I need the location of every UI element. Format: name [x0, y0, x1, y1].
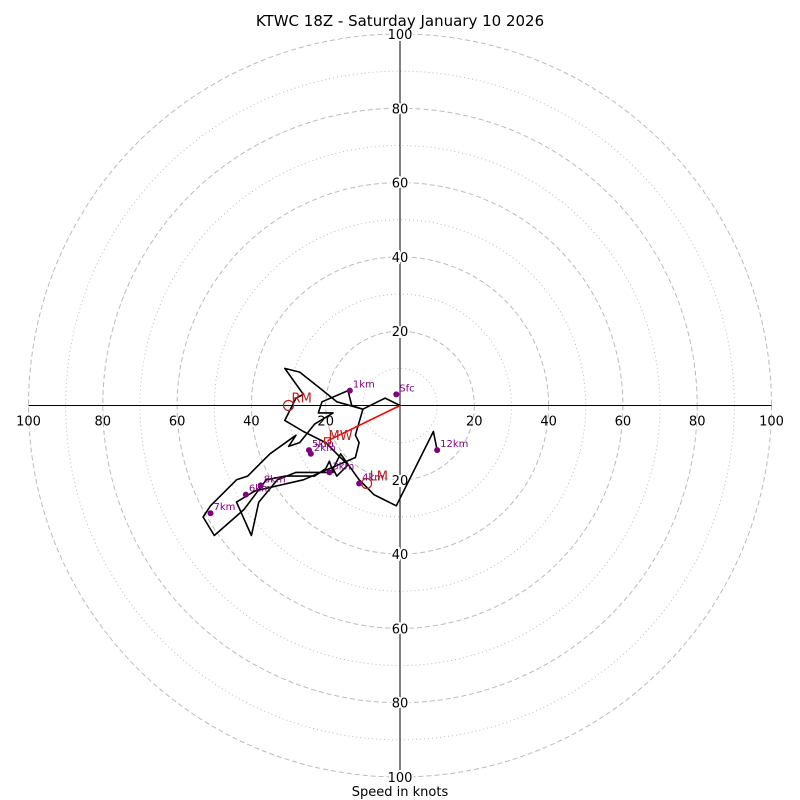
height-marker-label: Sfc — [399, 383, 414, 394]
height-marker-label: 2km — [314, 443, 336, 454]
storm-motion-lm-marker — [360, 477, 373, 490]
x-tick-label: 60 — [169, 415, 186, 430]
y-tick-label: 20 — [392, 474, 409, 489]
x-tick-label: 100 — [16, 415, 41, 430]
hodograph-trace-line — [202, 367, 438, 537]
y-tick-label: 80 — [392, 102, 409, 117]
storm-motion-lm-label: LM — [370, 470, 388, 485]
y-tick-label: 100 — [388, 771, 413, 786]
height-marker-dot — [207, 510, 214, 517]
height-marker-label: 8km — [264, 474, 286, 485]
height-marker-label: 12km — [440, 439, 468, 450]
height-marker-label: 5km — [312, 439, 334, 450]
x-tick-label: 100 — [759, 415, 784, 430]
y-tick-label: 40 — [392, 251, 409, 266]
storm-motion-rm-marker — [282, 399, 295, 412]
x-tick-label: 40 — [540, 415, 557, 430]
height-marker-label: 4km — [362, 473, 384, 484]
height-marker-label: 6km — [249, 484, 271, 495]
x-tick-label: 40 — [243, 415, 260, 430]
wind-trace — [202, 367, 438, 537]
x-tick-label: 80 — [689, 415, 706, 430]
y-tick-label: 80 — [392, 697, 409, 712]
height-marker-dot — [257, 482, 264, 489]
chart-title: KTWC 18Z - Saturday January 10 2026 — [256, 12, 544, 30]
height-marker-dot — [434, 447, 441, 454]
x-tick-label: 80 — [95, 415, 112, 430]
x-tick-label: 20 — [317, 415, 334, 430]
y-tick-label: 60 — [392, 177, 409, 192]
height-markers: Sfc 1km 2km 3km 4km 5km 6km 7km 8km 12km — [207, 380, 468, 517]
height-marker-dot — [326, 469, 333, 476]
storm-motion: RM LM MW — [282, 392, 401, 490]
y-tick-label: 20 — [392, 325, 409, 340]
mean-wind-label: MW — [329, 429, 353, 444]
height-marker-label: 7km — [214, 502, 236, 513]
x-tick-label: 20 — [466, 415, 483, 430]
height-marker-dot — [356, 480, 363, 487]
storm-motion-rm-label: RM — [292, 392, 312, 407]
y-tick-label: 40 — [392, 548, 409, 563]
y-tick-label: 100 — [388, 28, 413, 43]
x-tick-label: 60 — [615, 415, 632, 430]
axis-tick-labels: 100 100 80 80 60 60 40 40 20 20 20 20 40 40 60 60 80 80 10… — [16, 26, 784, 788]
height-marker-dot — [305, 447, 312, 454]
height-marker-label: 1km — [353, 380, 375, 391]
x-axis-label: Speed in knots — [352, 785, 449, 800]
height-marker-dot — [393, 391, 400, 398]
mean-wind-vector — [327, 404, 401, 442]
y-tick-label: 60 — [392, 622, 409, 637]
height-marker-label: 3km — [332, 461, 354, 472]
mean-wind-marker — [323, 437, 332, 445]
height-marker-dot — [346, 387, 353, 394]
height-marker-dot — [242, 491, 249, 498]
